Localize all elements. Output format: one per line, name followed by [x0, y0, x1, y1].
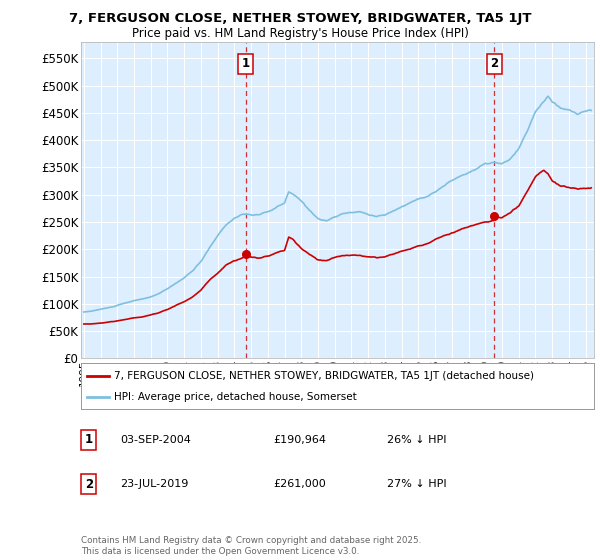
Text: £261,000: £261,000 [273, 479, 326, 489]
Text: 26% ↓ HPI: 26% ↓ HPI [387, 435, 446, 445]
Text: 2: 2 [85, 478, 93, 491]
Text: 03-SEP-2004: 03-SEP-2004 [120, 435, 191, 445]
Text: 7, FERGUSON CLOSE, NETHER STOWEY, BRIDGWATER, TA5 1JT (detached house): 7, FERGUSON CLOSE, NETHER STOWEY, BRIDGW… [115, 371, 535, 381]
Text: Contains HM Land Registry data © Crown copyright and database right 2025.
This d: Contains HM Land Registry data © Crown c… [81, 536, 421, 556]
Text: 1: 1 [85, 433, 93, 446]
Text: 1: 1 [242, 57, 250, 71]
Text: 2: 2 [490, 57, 499, 71]
Text: Price paid vs. HM Land Registry's House Price Index (HPI): Price paid vs. HM Land Registry's House … [131, 27, 469, 40]
Text: 27% ↓ HPI: 27% ↓ HPI [387, 479, 446, 489]
Text: 23-JUL-2019: 23-JUL-2019 [120, 479, 188, 489]
Text: HPI: Average price, detached house, Somerset: HPI: Average price, detached house, Some… [115, 392, 357, 402]
Text: £190,964: £190,964 [273, 435, 326, 445]
Text: 7, FERGUSON CLOSE, NETHER STOWEY, BRIDGWATER, TA5 1JT: 7, FERGUSON CLOSE, NETHER STOWEY, BRIDGW… [69, 12, 531, 25]
